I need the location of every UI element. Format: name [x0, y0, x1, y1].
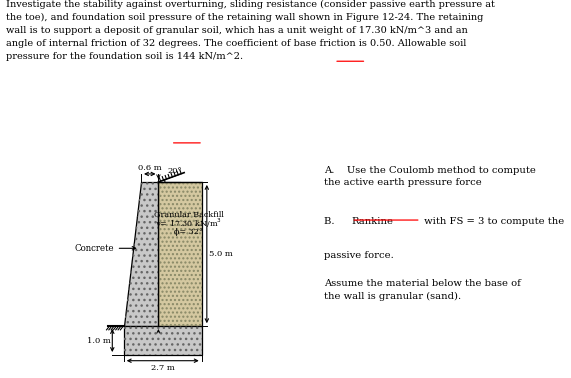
Text: B.: B.: [324, 217, 347, 226]
Text: ϕ= 32°: ϕ= 32°: [174, 228, 203, 235]
Text: Rankine: Rankine: [351, 217, 393, 226]
Text: passive force.: passive force.: [324, 251, 394, 260]
Polygon shape: [158, 182, 202, 326]
Text: 5.0 m: 5.0 m: [209, 250, 233, 258]
Text: with FS = 3 to compute the: with FS = 3 to compute the: [421, 217, 564, 226]
Text: 20°: 20°: [167, 167, 182, 175]
Text: Assume the material below the base of
the wall is granular (sand).: Assume the material below the base of th…: [324, 279, 521, 301]
Text: Granular Backfill: Granular Backfill: [154, 211, 224, 219]
Text: 2.7 m: 2.7 m: [151, 364, 175, 372]
Text: γ= 17.30 kN/m$^3$: γ= 17.30 kN/m$^3$: [155, 217, 222, 231]
Text: 0.6 m: 0.6 m: [138, 164, 162, 172]
Text: A.    Use the Coulomb method to compute
the active earth pressure force: A. Use the Coulomb method to compute the…: [324, 166, 536, 187]
Polygon shape: [124, 182, 158, 326]
Polygon shape: [124, 326, 202, 355]
Text: Concrete: Concrete: [74, 244, 136, 253]
Text: 1.0 m: 1.0 m: [87, 336, 111, 344]
Text: Investigate the stability against overturning, sliding resistance (consider pass: Investigate the stability against overtu…: [6, 0, 494, 61]
